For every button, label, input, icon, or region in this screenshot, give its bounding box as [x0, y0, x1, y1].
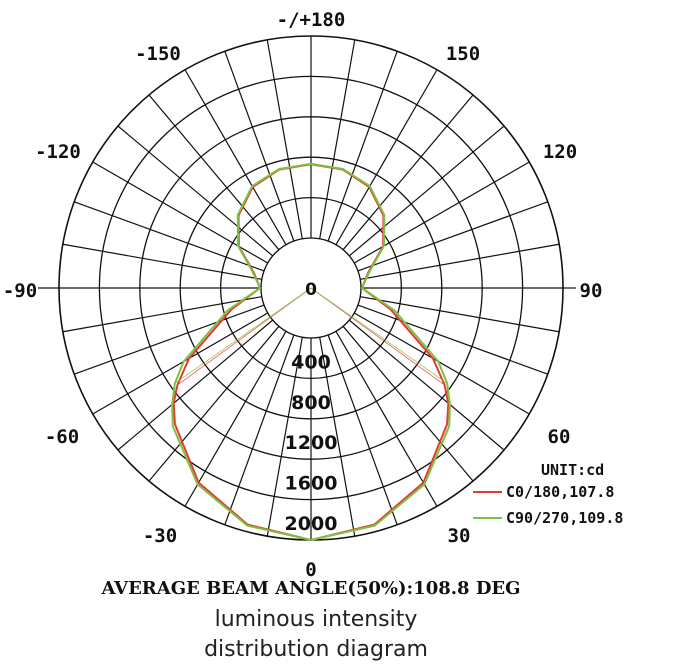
angle-label: 150	[446, 43, 480, 65]
legend-entry: C90/270,109.8	[506, 509, 623, 527]
beam-line-c90-left	[174, 287, 312, 384]
grid-spoke	[148, 94, 280, 251]
angle-label: -60	[45, 426, 79, 448]
ring-label-800: 800	[291, 392, 331, 414]
grid-spoke	[73, 201, 265, 272]
grid-spoke	[266, 337, 303, 537]
ring-1600	[98, 75, 524, 501]
ring-label-2000: 2000	[285, 513, 338, 535]
ring-label-1600: 1600	[285, 473, 338, 495]
grid-spoke	[354, 312, 530, 415]
grid-spoke	[348, 125, 505, 257]
grid-spoke	[327, 50, 398, 242]
intensity-curves	[171, 162, 451, 541]
angle-label: -30	[143, 525, 177, 547]
grid-spoke	[360, 296, 560, 333]
angle-label: 60	[548, 426, 571, 448]
angle-label: -/+180	[277, 9, 346, 31]
grid-spoke	[184, 331, 287, 507]
grid-spoke	[319, 39, 356, 239]
grid-spoke	[342, 325, 474, 482]
angle-label: -90	[3, 280, 37, 302]
angle-label: 90	[580, 280, 603, 302]
beam-angle-text: AVERAGE BEAM ANGLE(50%):108.8 DEG	[100, 578, 520, 599]
grid-spoke	[62, 243, 262, 280]
ring-1200	[139, 116, 483, 460]
caption-line-2: distribution diagram	[204, 637, 428, 662]
grid-spoke	[327, 334, 398, 526]
beam-line-c90-right	[310, 287, 448, 384]
grid-spoke	[342, 94, 474, 251]
unit-label: UNIT:cd	[541, 461, 604, 479]
beam-line-c0-left	[177, 287, 312, 386]
grid-spoke	[117, 125, 274, 257]
ring-400	[219, 196, 403, 380]
grid-spoke	[184, 69, 287, 245]
legend: UNIT:cd C0/180,107.8 C90/270,109.8	[473, 461, 623, 527]
angle-label: 30	[448, 525, 471, 547]
series-curve-2	[171, 162, 451, 541]
ring-label-1200: 1200	[285, 432, 338, 454]
grid-spoke	[360, 243, 560, 280]
ring-800	[179, 156, 443, 420]
angle-labels: 0 30 60 90 120 150 -/+180 -150 -120 -90 -60 -30	[3, 9, 603, 581]
polar-grid	[38, 35, 576, 541]
grid-spoke	[357, 201, 549, 272]
ring-labels: 0 400 800 1200 1600 2000	[285, 280, 338, 535]
angle-label: 0	[305, 559, 316, 581]
grid-spoke	[319, 337, 356, 537]
ring-label-0: 0	[305, 280, 317, 300]
grid-spoke	[357, 304, 549, 375]
angle-label: -120	[35, 141, 81, 163]
grid-spoke	[62, 296, 262, 333]
angle-label: 120	[543, 141, 577, 163]
grid-spoke	[148, 325, 280, 482]
caption-line-1: luminous intensity	[215, 607, 418, 632]
grid-spoke	[348, 319, 505, 451]
grid-spoke	[224, 50, 295, 242]
beam-line-c0-right	[310, 287, 445, 386]
legend-entry: C0/180,107.8	[506, 483, 614, 501]
angle-label: -150	[135, 43, 181, 65]
grid-spoke	[224, 334, 295, 526]
grid-spoke	[266, 39, 303, 239]
grid-spoke	[117, 319, 274, 451]
grid-spoke	[335, 69, 438, 245]
ring-label-400: 400	[291, 351, 331, 373]
grid-spoke	[92, 312, 268, 415]
grid-spoke	[335, 331, 438, 507]
grid-spoke	[73, 304, 265, 375]
